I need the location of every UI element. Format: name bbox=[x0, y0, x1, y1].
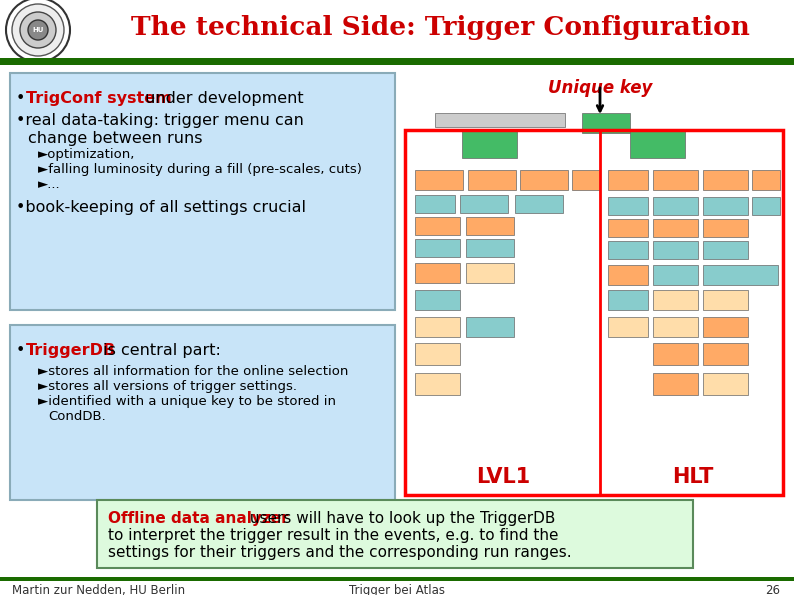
Bar bbox=[466, 263, 514, 283]
Text: ►optimization,: ►optimization, bbox=[38, 148, 135, 161]
Bar bbox=[405, 130, 783, 495]
Text: Unique key: Unique key bbox=[548, 79, 652, 97]
Bar bbox=[608, 290, 648, 310]
Bar bbox=[703, 343, 748, 365]
Circle shape bbox=[6, 0, 70, 62]
Text: under development: under development bbox=[140, 91, 303, 106]
Text: 26: 26 bbox=[765, 584, 780, 595]
Text: •: • bbox=[16, 343, 25, 358]
Text: settings for their triggers and the corresponding run ranges.: settings for their triggers and the corr… bbox=[108, 545, 572, 560]
Bar bbox=[582, 113, 630, 133]
Bar bbox=[435, 113, 565, 127]
Text: Martin zur Nedden, HU Berlin: Martin zur Nedden, HU Berlin bbox=[12, 584, 185, 595]
Bar bbox=[653, 197, 698, 215]
Bar bbox=[608, 265, 648, 285]
Text: •: • bbox=[16, 91, 25, 106]
Bar bbox=[703, 290, 748, 310]
Text: Trigger bei Atlas: Trigger bei Atlas bbox=[349, 584, 445, 595]
Text: ►...: ►... bbox=[38, 178, 60, 191]
Text: •real data-taking: trigger menu can: •real data-taking: trigger menu can bbox=[16, 113, 304, 128]
Bar bbox=[703, 170, 748, 190]
Bar bbox=[515, 195, 563, 213]
Bar bbox=[703, 219, 748, 237]
Bar bbox=[608, 241, 648, 259]
Bar bbox=[653, 343, 698, 365]
Text: TriggerDB: TriggerDB bbox=[26, 343, 116, 358]
Bar bbox=[608, 197, 648, 215]
Bar bbox=[415, 217, 460, 235]
FancyBboxPatch shape bbox=[97, 500, 693, 568]
Bar bbox=[752, 197, 780, 215]
Text: HU: HU bbox=[33, 27, 44, 33]
Bar bbox=[703, 317, 748, 337]
Text: HLT: HLT bbox=[673, 467, 714, 487]
Bar bbox=[405, 130, 600, 495]
Text: is central part:: is central part: bbox=[98, 343, 221, 358]
Circle shape bbox=[28, 20, 48, 40]
Bar bbox=[415, 343, 460, 365]
Bar bbox=[630, 130, 685, 158]
Bar bbox=[466, 239, 514, 257]
Bar bbox=[572, 170, 600, 190]
Bar bbox=[468, 170, 516, 190]
Bar bbox=[608, 219, 648, 237]
Text: to interpret the trigger result in the events, e.g. to find the: to interpret the trigger result in the e… bbox=[108, 528, 558, 543]
Bar bbox=[653, 265, 698, 285]
Bar bbox=[703, 265, 778, 285]
Text: ►stores all information for the online selection: ►stores all information for the online s… bbox=[38, 365, 349, 378]
Bar bbox=[653, 219, 698, 237]
Bar bbox=[653, 317, 698, 337]
Text: CondDB.: CondDB. bbox=[48, 410, 106, 423]
Bar bbox=[608, 170, 648, 190]
Bar bbox=[460, 195, 508, 213]
Bar bbox=[415, 290, 460, 310]
Bar bbox=[703, 197, 748, 215]
Bar bbox=[608, 317, 648, 337]
Bar bbox=[520, 170, 568, 190]
Text: The technical Side: Trigger Configuration: The technical Side: Trigger Configuratio… bbox=[130, 14, 750, 39]
Bar bbox=[703, 373, 748, 395]
FancyBboxPatch shape bbox=[10, 73, 395, 310]
Bar bbox=[466, 217, 514, 235]
Text: ►stores all versions of trigger settings.: ►stores all versions of trigger settings… bbox=[38, 380, 297, 393]
FancyBboxPatch shape bbox=[10, 325, 395, 500]
Text: ►falling luminosity during a fill (pre-scales, cuts): ►falling luminosity during a fill (pre-s… bbox=[38, 163, 362, 176]
Text: change between runs: change between runs bbox=[28, 131, 202, 146]
Text: TrigConf system: TrigConf system bbox=[26, 91, 172, 106]
Bar bbox=[653, 290, 698, 310]
Bar bbox=[415, 239, 460, 257]
Text: •book-keeping of all settings crucial: •book-keeping of all settings crucial bbox=[16, 200, 306, 215]
Text: ►identified with a unique key to be stored in: ►identified with a unique key to be stor… bbox=[38, 395, 336, 408]
Bar bbox=[462, 130, 517, 158]
Bar bbox=[466, 317, 514, 337]
Bar bbox=[653, 241, 698, 259]
Bar bbox=[415, 170, 463, 190]
Bar bbox=[415, 373, 460, 395]
Bar bbox=[0, 58, 794, 65]
Bar bbox=[752, 170, 780, 190]
Bar bbox=[653, 170, 698, 190]
Text: Offline data analyzer: Offline data analyzer bbox=[108, 511, 289, 526]
Text: users will have to look up the TriggerDB: users will have to look up the TriggerDB bbox=[245, 511, 555, 526]
Text: LVL1: LVL1 bbox=[476, 467, 530, 487]
Bar bbox=[0, 577, 794, 581]
Bar bbox=[415, 263, 460, 283]
Bar bbox=[653, 373, 698, 395]
Circle shape bbox=[20, 12, 56, 48]
Circle shape bbox=[12, 4, 64, 56]
Bar bbox=[703, 241, 748, 259]
Bar bbox=[415, 195, 455, 213]
Bar bbox=[415, 317, 460, 337]
